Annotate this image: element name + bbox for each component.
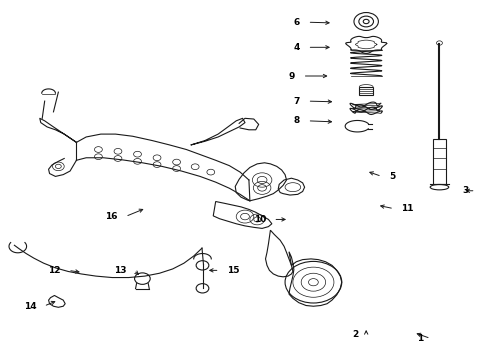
Text: 10: 10 (254, 215, 266, 224)
Text: 6: 6 (294, 18, 300, 27)
Text: 8: 8 (294, 116, 300, 125)
Text: 14: 14 (24, 302, 36, 311)
Text: 9: 9 (289, 72, 295, 81)
Text: 12: 12 (49, 266, 61, 275)
Text: 16: 16 (105, 212, 118, 221)
Bar (359, 87, 373, 95)
Text: 15: 15 (227, 266, 240, 275)
Text: 4: 4 (294, 43, 300, 52)
Text: 5: 5 (389, 172, 395, 181)
Text: 2: 2 (353, 330, 359, 339)
Text: 1: 1 (417, 334, 423, 343)
Text: 11: 11 (401, 204, 414, 213)
Bar (433, 139, 446, 184)
Text: 3: 3 (462, 186, 468, 195)
Text: 13: 13 (114, 266, 126, 275)
Text: 7: 7 (294, 96, 300, 105)
